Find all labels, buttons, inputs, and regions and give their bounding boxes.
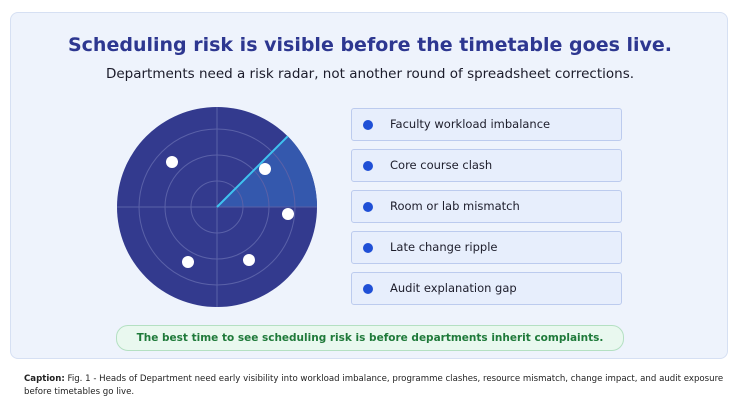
risk-item: Room or lab mismatch: [351, 190, 622, 223]
risk-item: Core course clash: [351, 149, 622, 182]
risk-label: Late change ripple: [390, 240, 498, 254]
bullet: [363, 243, 373, 253]
bullet: [363, 284, 373, 294]
risk-label: Audit explanation gap: [390, 281, 517, 295]
bullet: [363, 120, 373, 130]
caption-label: Caption:: [24, 374, 65, 384]
risk-label: Room or lab mismatch: [390, 199, 520, 213]
callout: The best time to see scheduling risk is …: [116, 325, 624, 351]
risk-item: Audit explanation gap: [351, 272, 622, 305]
bullet: [363, 161, 373, 171]
risk-label: Core course clash: [390, 158, 493, 172]
title: Scheduling risk is visible before the ti…: [67, 34, 673, 56]
bullet: [363, 202, 373, 212]
risk-label: Faculty workload imbalance: [390, 117, 551, 131]
caption-text: Fig. 1 - Heads of Department need early …: [24, 374, 724, 397]
risk-item: Faculty workload imbalance: [351, 108, 622, 141]
caption: Caption: Fig. 1 - Heads of Department ne…: [24, 373, 724, 399]
risk-item: Late change ripple: [351, 231, 622, 264]
subtitle: Departments need a risk radar, not anoth…: [105, 66, 635, 82]
